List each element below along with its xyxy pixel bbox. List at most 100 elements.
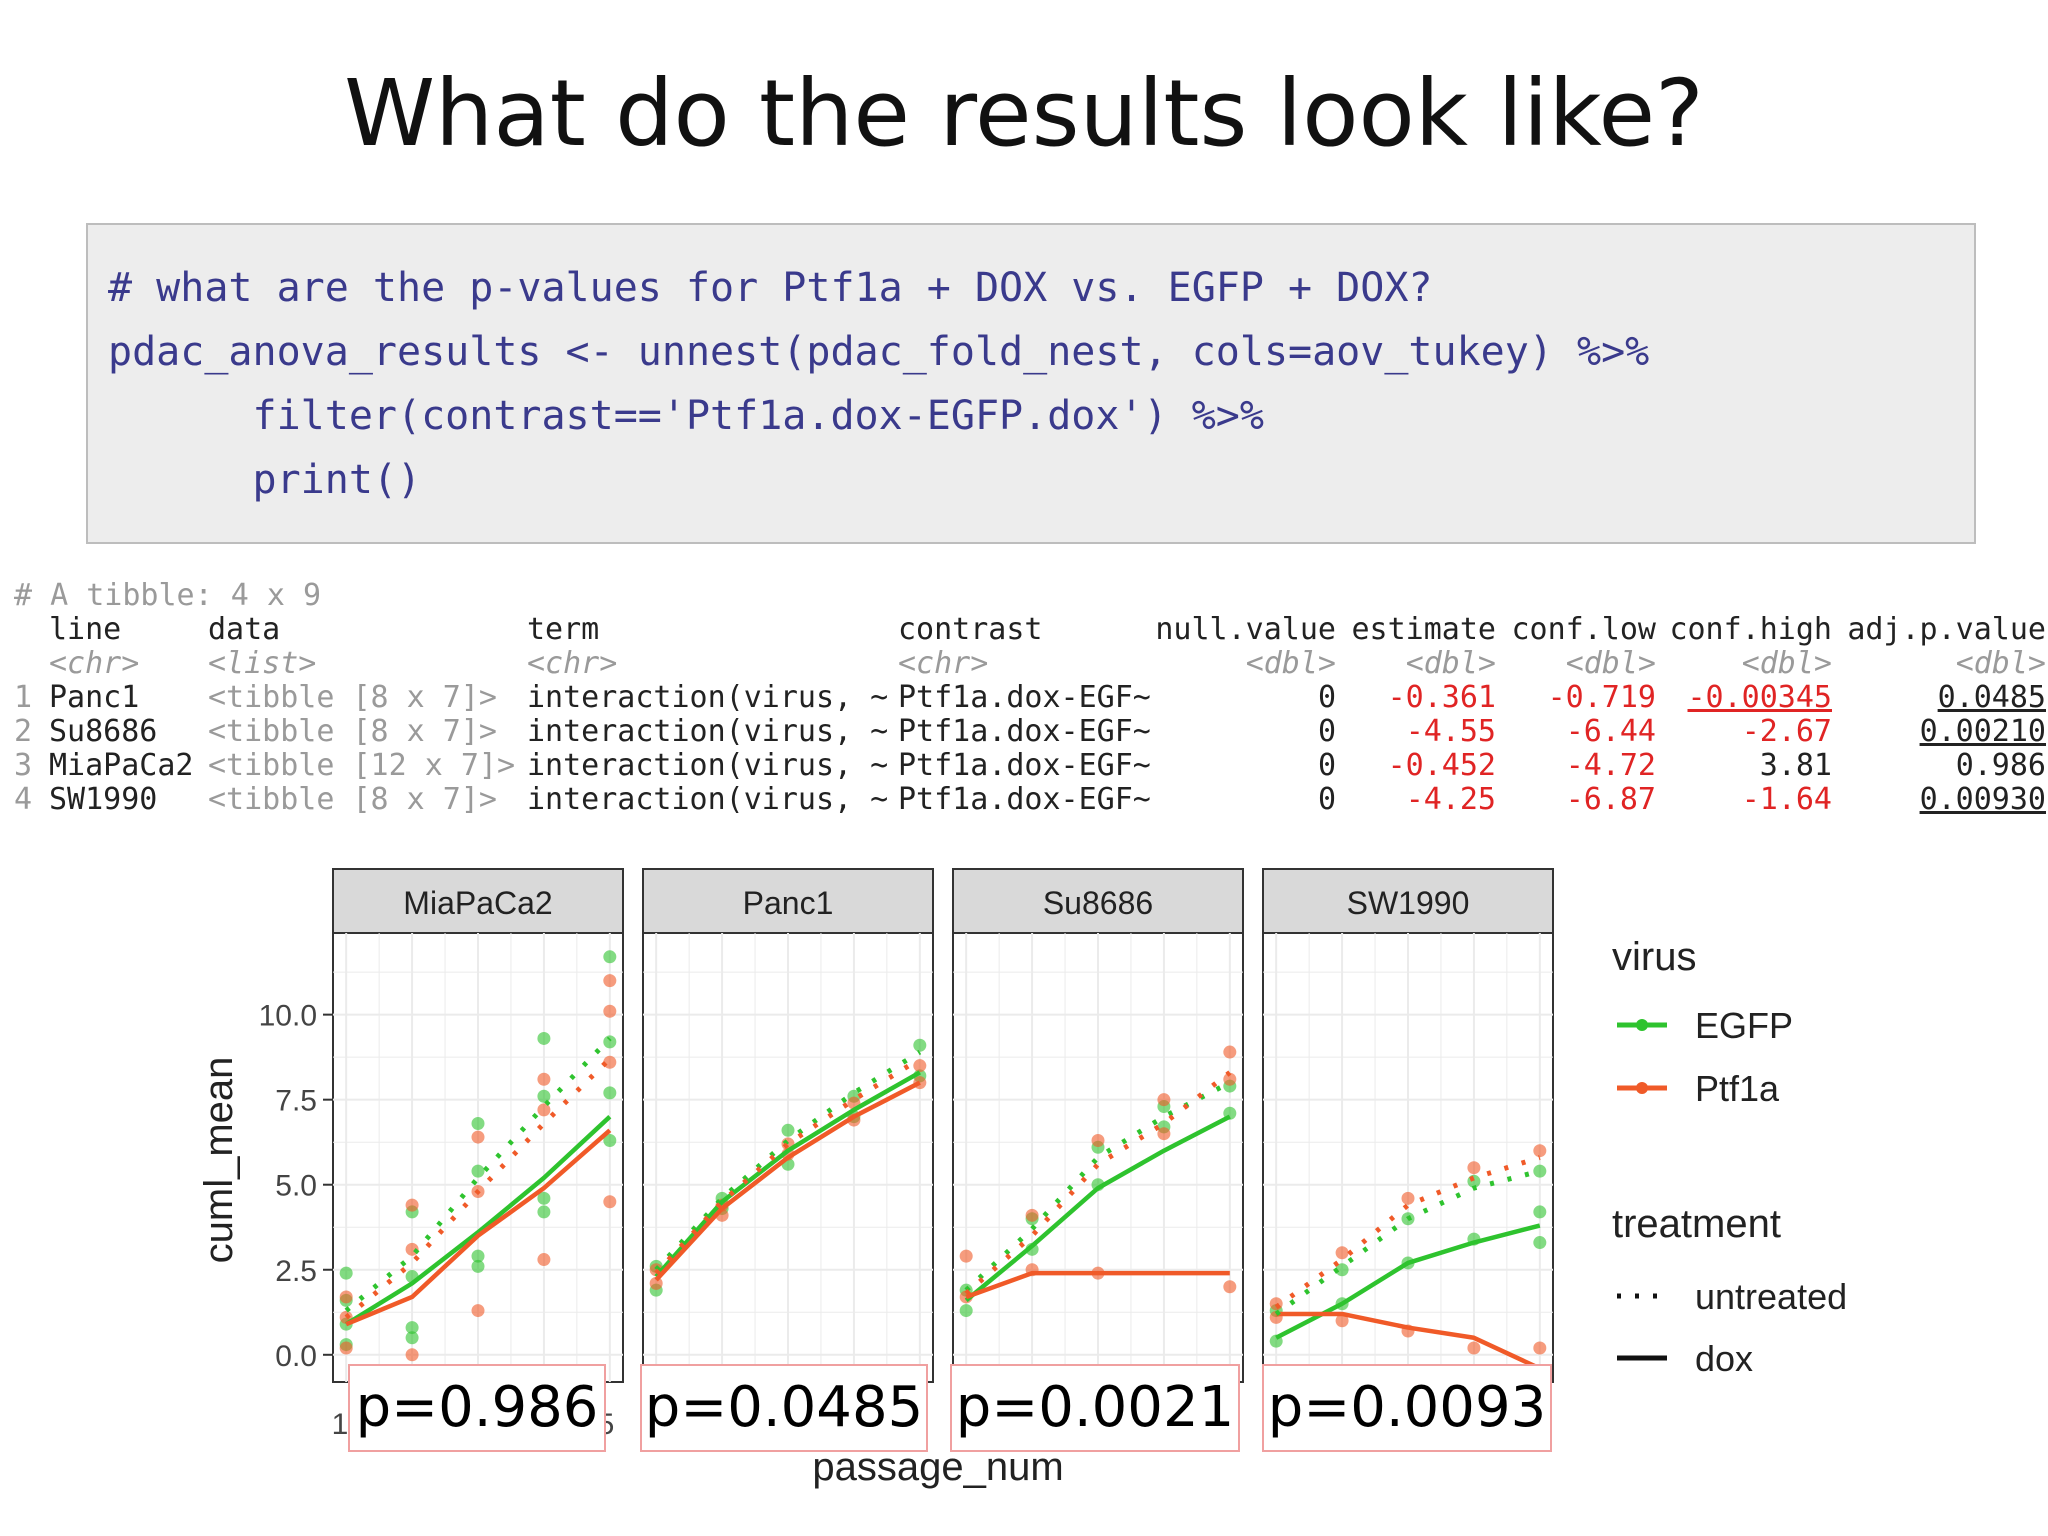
tibble-header: # A tibble: 4 x 9 [14,578,322,613]
cell-adj-p-value: 0.00930 [1919,782,2046,817]
facet-strip [332,868,624,934]
code-line: # what are the p-values for Ptf1a + DOX … [108,265,1433,311]
cell-estimate: -0.361 [1387,680,1496,715]
cell-conf-low: -0.719 [1547,680,1656,715]
facet-strip-label: MiaPaCa2 [403,885,552,921]
series-line [1274,1168,1541,1316]
data-point [1269,1297,1283,1311]
series-line [344,1036,612,1313]
p-value-label: p=0.986 [348,1364,606,1452]
data-point [537,1072,551,1086]
data-point [603,1133,617,1147]
data-point [1091,1133,1105,1147]
data-point [1335,1314,1349,1328]
data-point [959,1304,973,1318]
legend-label-ptf1a: Ptf1a [1695,1068,1780,1109]
row-number: 2 [14,714,33,749]
x-axis-title: passage_num [812,1445,1063,1489]
data-point [471,1304,485,1318]
column-header: null.value [1155,612,1336,647]
column-type: <dbl> [1245,646,1336,681]
data-point [471,1249,485,1263]
column-type: <dbl> [1405,646,1496,681]
column-type: <dbl> [1565,646,1656,681]
series-line [654,1080,921,1282]
cell-null-value: 0 [1317,680,1336,715]
series-line [1276,1311,1541,1371]
cell-line: MiaPaCa2 [49,748,194,783]
cell-null-value: 0 [1317,748,1336,783]
y-tick-label: 0.0 [275,1340,317,1373]
legend-label-untreated: untreated [1695,1276,1847,1317]
data-point [1533,1341,1547,1355]
legend-title-virus: virus [1612,935,1696,979]
column-type: <dbl> [1741,646,1832,681]
data-point [1335,1263,1349,1277]
cell-contrast: Ptf1a.dox-EGF~ [898,748,1151,783]
cell-adj-p-value: 0.986 [1955,748,2046,783]
data-point [339,1290,353,1304]
data-point [537,1103,551,1117]
facet-strip [1262,868,1554,934]
data-point [537,1205,551,1219]
cell-data: <tibble [8 x 7]> [208,680,497,715]
data-point [537,1191,551,1205]
cell-null-value: 0 [1317,714,1336,749]
cell-estimate: -4.25 [1405,782,1496,817]
column-header: conf.high [1669,612,1832,647]
cell-term: interaction(virus, ~ [527,714,889,749]
data-point [1533,1236,1547,1250]
series-line [654,1056,922,1275]
cell-contrast: Ptf1a.dox-EGF~ [898,680,1151,715]
column-header: contrast [898,612,1043,647]
series-line [1274,1155,1541,1310]
data-point [1335,1246,1349,1260]
p-value-label: p=0.0485 [640,1364,928,1452]
data-point [603,1086,617,1100]
data-point [405,1348,419,1362]
data-point [405,1331,419,1345]
data-point [471,1130,485,1144]
data-point [339,1341,353,1355]
column-type: <chr> [898,646,989,681]
data-point [1157,1127,1171,1141]
data-point [649,1276,663,1290]
legend-key-ptf1a-point [1636,1082,1648,1094]
data-point [405,1198,419,1212]
data-point [603,950,617,964]
cell-conf-low: -6.44 [1565,714,1656,749]
cell-line: Su8686 [49,714,158,749]
column-header: estimate [1351,612,1497,647]
data-point [471,1116,485,1130]
facet-strip-label: Panc1 [743,885,834,921]
y-tick-label: 5.0 [275,1170,317,1203]
series-line [344,1115,612,1327]
data-point [405,1321,419,1335]
data-point [1157,1093,1171,1107]
y-tick-label: 7.5 [275,1085,317,1118]
cell-term: interaction(virus, ~ [527,748,889,783]
column-type: <chr> [527,646,618,681]
data-point [339,1266,353,1280]
x-tick-label: 1 [332,1408,349,1441]
code-block: # what are the p-values for Ptf1a + DOX … [86,223,1976,544]
cell-estimate: -4.55 [1405,714,1496,749]
facet-panels: MiaPaCa2 0.0 2.5 5.0 7.5 10.0 Panc1 Su8686 SW199… [259,868,1554,1406]
code-line: print() [108,457,422,503]
legend-label-egfp: EGFP [1695,1005,1793,1046]
data-point [781,1123,795,1137]
data-point [1533,1205,1547,1219]
cell-conf-high: -0.00345 [1687,680,1833,715]
row-number: 4 [14,782,33,817]
data-point [913,1059,927,1073]
data-point [1223,1072,1237,1086]
facet-strip-label: SW1990 [1347,885,1470,921]
code-line: filter(contrast=='Ptf1a.dox-EGFP.dox') %… [108,393,1264,439]
column-type: <dbl> [1955,646,2046,681]
column-header: term [527,612,600,647]
legend-key-egfp-point [1636,1019,1648,1031]
cell-term: interaction(virus, ~ [527,782,889,817]
data-point [603,1195,617,1209]
data-point [1467,1341,1481,1355]
